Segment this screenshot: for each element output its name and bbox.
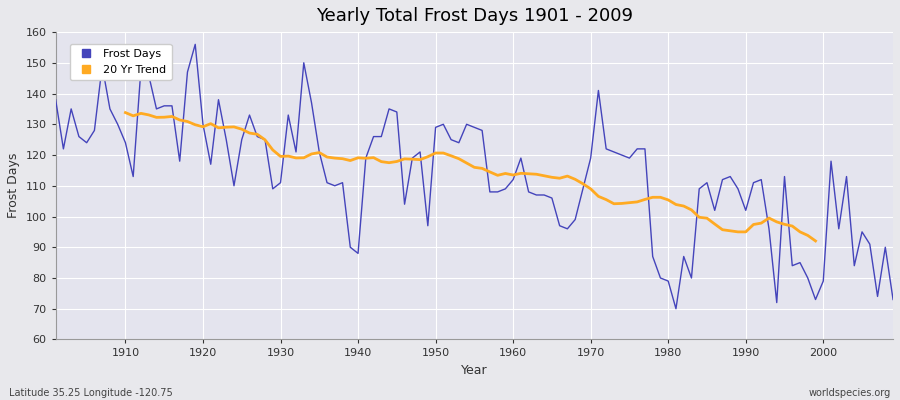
- Legend: Frost Days, 20 Yr Trend: Frost Days, 20 Yr Trend: [69, 44, 172, 80]
- Y-axis label: Frost Days: Frost Days: [7, 153, 20, 218]
- X-axis label: Year: Year: [461, 364, 488, 377]
- Text: Latitude 35.25 Longitude -120.75: Latitude 35.25 Longitude -120.75: [9, 388, 173, 398]
- Title: Yearly Total Frost Days 1901 - 2009: Yearly Total Frost Days 1901 - 2009: [316, 7, 633, 25]
- Text: worldspecies.org: worldspecies.org: [809, 388, 891, 398]
